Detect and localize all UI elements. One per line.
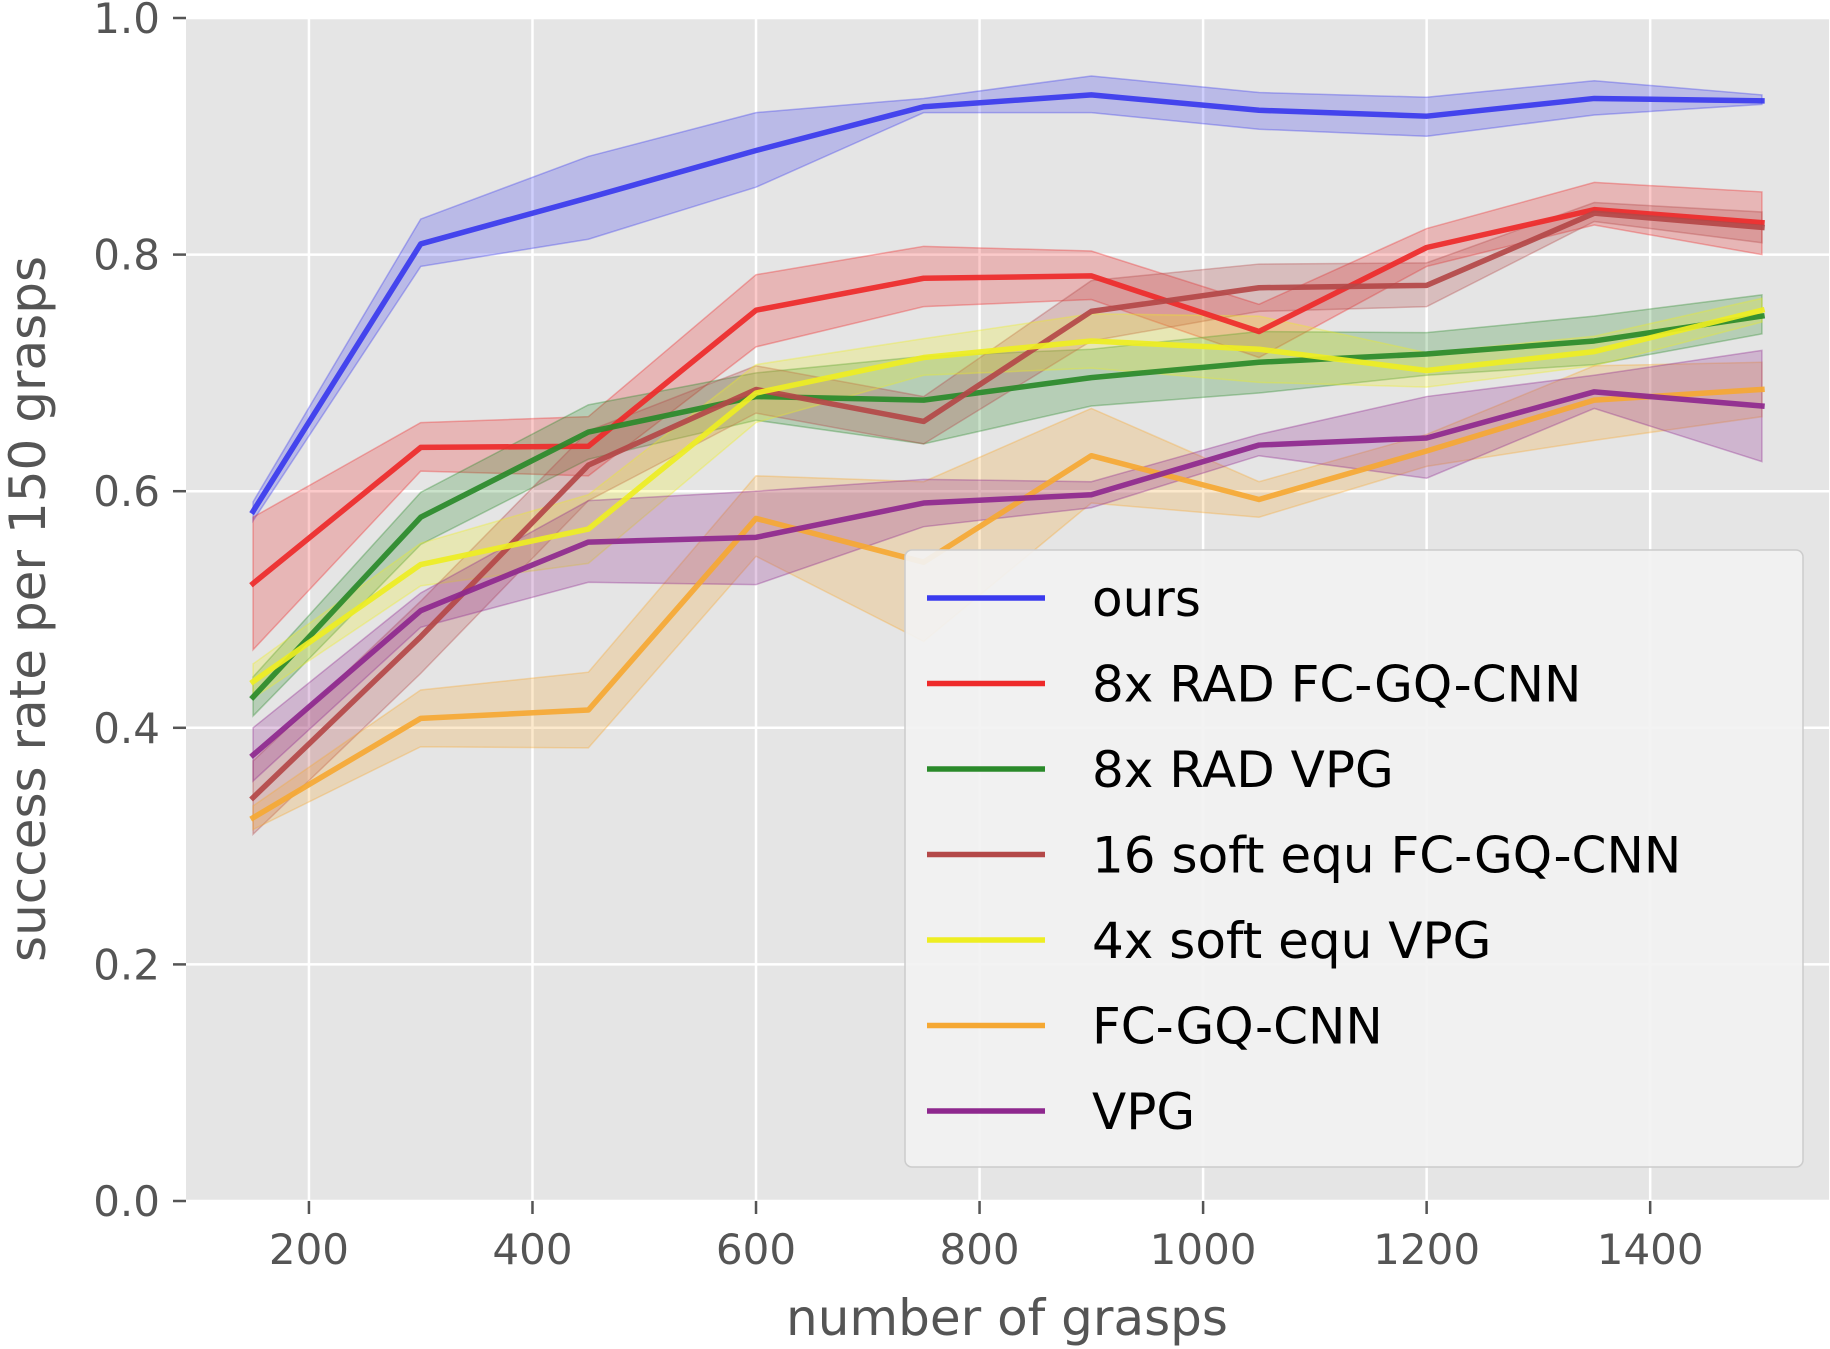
- legend-label-vpg: VPG: [1092, 1083, 1195, 1141]
- x-tick-label-800: 800: [939, 1225, 1019, 1274]
- legend-label-4x-soft-equ-vpg: 4x soft equ VPG: [1092, 912, 1491, 970]
- series-lines: [249, 92, 1766, 822]
- x-tick-label-200: 200: [269, 1225, 349, 1274]
- x-tick-label-400: 400: [492, 1225, 572, 1274]
- y-axis: 0.0 0.2 0.4 0.6 0.8 1.0: [93, 0, 186, 1226]
- y-tick-label-0: 0.0: [93, 1177, 160, 1226]
- legend-box: [904, 549, 1804, 1168]
- line-16-soft-equ-fc-gq-cnn: [249, 210, 1765, 802]
- legend-label-fc-gq-cnn: FC-GQ-CNN: [1092, 998, 1383, 1056]
- legend-label-ours: ours: [1092, 570, 1201, 628]
- line-8x-rad-fc-gq-cnn: [249, 206, 1765, 588]
- y-axis-label: success rate per 150 grasps: [0, 256, 57, 962]
- line-8x-rad-vpg: [249, 312, 1766, 701]
- y-tick-label-2: 0.4: [93, 704, 160, 753]
- band-fc-gq-cnn: [252, 361, 1763, 831]
- legend: ours 8x RAD FC-GQ-CNN 8x RAD VPG 16 soft eq…: [904, 549, 1804, 1168]
- legend-label-16-soft-equ-fc-gq-cnn: 16 soft equ FC-GQ-CNN: [1092, 827, 1681, 885]
- x-axis-label: number of grasps: [786, 1289, 1228, 1347]
- y-tick-label-4: 0.8: [93, 231, 160, 280]
- band-16-soft-equ-fc-gq-cnn: [252, 201, 1763, 837]
- line-4x-soft-equ-vpg: [249, 306, 1766, 686]
- y-tick-label-1: 0.2: [93, 940, 160, 989]
- band-8x-rad-vpg: [252, 293, 1763, 718]
- legend-label-8x-rad-vpg: 8x RAD VPG: [1092, 741, 1394, 799]
- band-vpg: [252, 349, 1763, 783]
- x-tick-label-600: 600: [716, 1225, 796, 1274]
- x-tick-label-1400: 1400: [1597, 1225, 1704, 1274]
- legend-label-8x-rad-fc-gq-cnn: 8x RAD FC-GQ-CNN: [1092, 656, 1581, 714]
- y-tick-label-5: 1.0: [93, 0, 160, 43]
- x-axis: 200 400 600 800 1000 1200 1400: [269, 1201, 1704, 1274]
- x-tick-label-1200: 1200: [1373, 1225, 1480, 1274]
- x-tick-label-1000: 1000: [1150, 1225, 1257, 1274]
- line-vpg: [249, 389, 1765, 759]
- line-fc-gq-cnn: [249, 386, 1765, 822]
- line-ours: [249, 92, 1765, 516]
- y-tick-label-3: 0.6: [93, 467, 160, 516]
